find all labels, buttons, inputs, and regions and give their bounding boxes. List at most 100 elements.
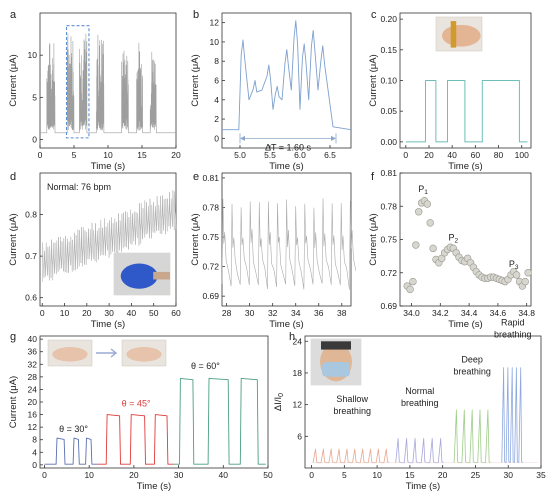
panel-label: f [371, 171, 375, 183]
series-line [97, 414, 174, 465]
y-tick-label: 10 [28, 50, 38, 60]
data-point [406, 285, 414, 294]
panel-label: e [193, 171, 199, 183]
x-tick-label: 10 [372, 470, 382, 480]
bend-angle-label: θ = 30° [59, 424, 88, 434]
y-axis-label: Current (μA) [8, 54, 19, 106]
x-tick-label: 20 [424, 150, 434, 160]
x-tick-label: 38 [337, 308, 347, 318]
y-tick-label: 0.10 [380, 76, 397, 86]
data-point [415, 208, 423, 216]
heart-rate-label: Normal: 76 bpm [47, 182, 111, 192]
data-point [426, 219, 434, 227]
y-tick-label: 12 [293, 400, 303, 410]
y-tick-label: 5 [32, 92, 37, 102]
series-line [312, 448, 390, 464]
y-tick-label: 12 [210, 18, 220, 28]
x-tick-label: 10 [84, 470, 94, 480]
arm-icon [153, 271, 170, 280]
x-axis-label: Time (s) [406, 481, 440, 491]
data-point [521, 277, 529, 286]
x-axis-label: Time (s) [91, 319, 125, 330]
finger-hand-icon [52, 347, 88, 362]
x-tick-label: 34.6 [490, 308, 507, 318]
series-line [395, 437, 444, 464]
x-axis-label: Time (s) [269, 319, 303, 330]
x-tick-label: 30 [503, 470, 513, 480]
breathing-label: breathing [453, 367, 491, 377]
panel-d: 0 10 20 30 40 50 60 0.6 0.7 0.8 Time (s) Current (μ… [8, 171, 181, 330]
data-point [429, 244, 437, 253]
arrow-right-icon [96, 348, 118, 358]
x-tick-label: 10 [103, 150, 113, 160]
y-tick-label: 0.00 [380, 137, 397, 147]
breathing-label: Rapid [501, 317, 525, 327]
y-tick-label: 0.20 [380, 14, 397, 24]
x-tick-label: 10 [60, 308, 70, 318]
series-line [221, 198, 357, 290]
x-tick-label: 0 [40, 308, 45, 318]
x-tick-label: 0 [38, 150, 43, 160]
panel-b: 5.0 5.5 6.0 6.5 0 2 4 6 8 10 12 Time (s) Current (μA… [190, 9, 352, 172]
peak-label: P2 [448, 233, 458, 245]
x-tick-label: 34.0 [403, 308, 420, 318]
peak-label-subscript: 2 [454, 238, 458, 245]
panel-f: 34.0 34.2 34.4 34.6 34.8 0.69 0.72 0.75 0.78 0.81… [368, 168, 535, 330]
plot-frame [39, 172, 177, 307]
glove-icon [120, 263, 158, 289]
y-tick-label: 0.78 [202, 202, 219, 212]
x-tick-label: 5.5 [264, 150, 276, 160]
sensor-strip-icon [450, 21, 457, 48]
breathing-label: breathing [494, 330, 532, 340]
x-tick-label: 5 [342, 470, 347, 480]
peak-label: P3 [509, 259, 519, 271]
x-tick-label: 34.2 [432, 308, 449, 318]
y-tick-label: 36 [28, 347, 38, 357]
y-tick-label: 6 [214, 76, 219, 86]
y-tick-label: 0.75 [202, 232, 219, 242]
bend-angle-label: θ = 45° [122, 399, 151, 409]
plot-frame [304, 335, 542, 469]
delta-t-label: ΔT = 1.60 s [265, 142, 312, 152]
data-point [412, 241, 420, 249]
x-tick-label: 30 [245, 308, 255, 318]
y-tick-label: 0.69 [380, 301, 397, 311]
y-tick-label: 0.05 [380, 106, 397, 116]
y-tick-label: 2 [214, 114, 219, 124]
y-tick-label: 0.7 [25, 251, 37, 261]
x-tick-label: 15 [137, 150, 147, 160]
panel-c: 0 20 40 60 80 100 0.00 0.05 0.10 0.15 0.20 Time (s)… [368, 9, 532, 172]
y-tick-label: 12 [28, 422, 38, 432]
panel-e: 28 30 32 34 36 38 0.69 0.72 0.75 0.78 0.81 Time (s)… [190, 171, 357, 330]
y-tick-label: 8 [214, 56, 219, 66]
y-tick-label: 28 [28, 372, 38, 382]
x-tick-label: 100 [515, 150, 529, 160]
x-tick-label: 36 [314, 308, 324, 318]
peak-label-subscript: 1 [424, 189, 428, 196]
y-tick-label: 24 [28, 384, 38, 394]
y-tick-label: 32 [28, 359, 38, 369]
series-line [41, 189, 177, 282]
x-tick-label: 20 [438, 470, 448, 480]
x-tick-label: 6.0 [294, 150, 306, 160]
x-tick-label: 5.0 [234, 150, 246, 160]
plot-frame [39, 12, 177, 149]
plot-frame [221, 12, 352, 149]
x-tick-label: 60 [171, 308, 181, 318]
peak-label-subscript: 3 [515, 264, 519, 271]
finger-hand-icon [126, 347, 162, 362]
y-tick-label: 0.69 [202, 291, 219, 301]
x-axis-label: Time (s) [91, 161, 125, 172]
x-tick-label: 40 [219, 470, 229, 480]
x-tick-label: 34.4 [461, 308, 478, 318]
zoom-highlight-box [65, 25, 90, 139]
peak-label: P1 [418, 184, 428, 196]
x-tick-label: 34 [291, 308, 301, 318]
y-tick-label: 8 [32, 435, 37, 445]
y-tick-label: 0.81 [380, 168, 397, 178]
panel-label: d [10, 171, 16, 183]
series-line [453, 409, 492, 464]
